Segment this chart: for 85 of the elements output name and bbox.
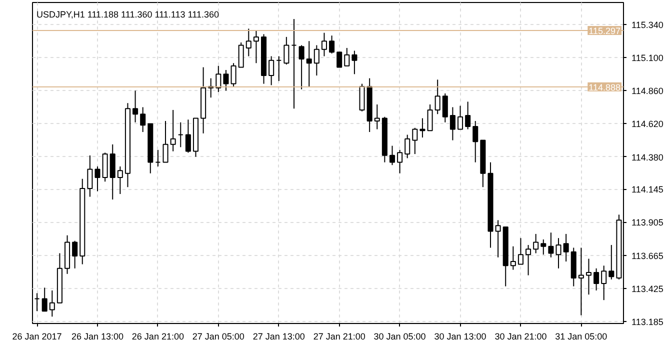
candlestick: [472, 120, 478, 163]
candlestick: [102, 152, 108, 182]
candlestick: [601, 265, 607, 301]
candlestick: [556, 238, 562, 269]
candlestick: [404, 134, 410, 159]
candlestick: [291, 18, 297, 110]
y-tick-label: 115.340: [632, 20, 664, 30]
x-tick-label: 30 Jan 05:00: [374, 332, 426, 342]
candlestick: [170, 109, 176, 152]
candlestick: [548, 232, 554, 258]
candlestick: [314, 44, 320, 76]
candlestick: [238, 42, 244, 68]
ref-line-label: 114.888: [588, 82, 621, 92]
candlestick: [140, 106, 146, 132]
candlestick: [178, 122, 184, 148]
candlestick: [359, 83, 365, 112]
candlestick: [510, 246, 516, 270]
candlestick: [526, 244, 532, 276]
candlestick: [216, 65, 222, 93]
candlestick: [268, 56, 274, 86]
candlestick: [344, 47, 350, 66]
x-tick-label: 30 Jan 21:00: [494, 332, 547, 342]
candlestick: [132, 90, 138, 123]
candlestick: [434, 79, 440, 115]
candlestick: [94, 166, 100, 192]
candlestick: [253, 30, 259, 64]
y-tick-label: 114.860: [632, 86, 664, 96]
candlestick: [533, 233, 539, 254]
candlestick: [412, 127, 418, 155]
candlestick: [110, 144, 116, 200]
candlestick: [420, 118, 426, 138]
candlestick: [465, 101, 471, 130]
x-tick-label: 26 Jan 13:00: [71, 332, 124, 342]
x-tick-label: 31 Jan 05:00: [555, 332, 608, 342]
candlestick: [578, 247, 584, 316]
x-tick-label: 27 Jan 05:00: [192, 332, 244, 342]
candlestick: [162, 120, 168, 163]
ref-line-label: 115.297: [588, 26, 621, 36]
y-tick-label: 113.425: [632, 284, 664, 294]
candlestick: [155, 149, 161, 167]
candlestick: [518, 238, 524, 265]
candlestick: [586, 258, 592, 296]
x-tick-label: 27 Jan 13:00: [252, 332, 305, 342]
candlestick: [306, 40, 312, 88]
candlestick: [49, 290, 55, 318]
y-tick-label: 114.620: [632, 119, 664, 130]
candlestick: [336, 52, 342, 68]
candlestick: [495, 220, 501, 258]
x-tick-label: 27 Jan 21:00: [313, 332, 366, 342]
candlestick: [321, 32, 327, 57]
text: USDJPY,H1 111.188 111.360 111.113 111.360: [36, 10, 219, 20]
candlestick: [397, 149, 403, 174]
candlestick: [223, 70, 229, 92]
candlestick: [608, 244, 614, 280]
candlestick: [540, 238, 546, 256]
candlestick: [442, 92, 448, 123]
candlestick: [427, 104, 433, 132]
y-tick-label: 114.145: [632, 184, 664, 195]
y-tick-label: 113.665: [632, 250, 664, 261]
y-tick-label: 113.905: [632, 218, 664, 228]
x-tick-label: 26 Jan 2017: [12, 332, 62, 342]
candlestick: [72, 240, 78, 269]
candlestick: [276, 56, 282, 82]
candlestick: [230, 62, 236, 88]
candlestick: [42, 287, 48, 312]
candlestick: [87, 154, 93, 198]
candlestick: [185, 119, 191, 154]
candlestick: [246, 28, 252, 57]
candlestick: [329, 35, 335, 54]
candlestick: [352, 50, 358, 75]
candlestick: [284, 36, 290, 65]
y-tick-label: 113.185: [632, 316, 664, 327]
x-tick-label: 26 Jan 21:00: [132, 332, 184, 342]
candlestick: [374, 104, 380, 130]
y-tick-label: 115.100: [632, 53, 664, 64]
candlestick: [34, 292, 40, 312]
y-tick-label: 114.380: [632, 152, 664, 162]
candlestick: [389, 145, 396, 166]
candlestick: [450, 106, 456, 141]
x-tick-label: 30 Jan 13:00: [434, 332, 486, 342]
candlestick: [298, 44, 304, 90]
candlestick: [457, 105, 464, 130]
candlestick: [117, 166, 123, 194]
candlestick: [563, 233, 569, 262]
candlestick: [594, 268, 600, 291]
